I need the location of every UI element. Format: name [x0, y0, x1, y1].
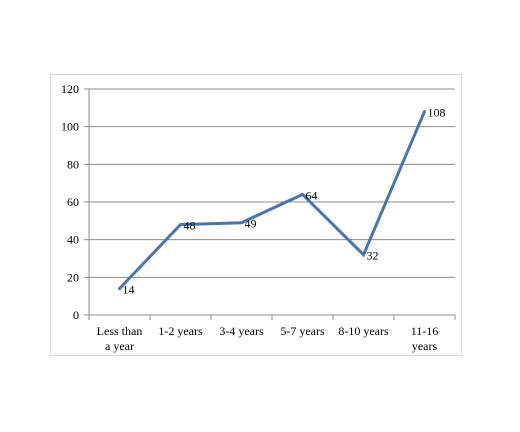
y-tick-label-120: 120	[61, 82, 79, 96]
x-tick-label-2: 3-4 years	[219, 324, 264, 338]
y-tick-label-0: 0	[73, 308, 79, 322]
y-tick-label-100: 100	[61, 120, 79, 134]
x-axis-tick-labels: Less than a year 1-2 years 3-4 years 5-7 yea…	[97, 324, 439, 353]
data-point-3	[301, 192, 304, 196]
data-label-0: 14	[123, 283, 135, 297]
data-label-1: 48	[184, 219, 196, 233]
data-label-5: 108	[428, 106, 446, 120]
series-line-0	[118, 111, 426, 290]
y-axis-tick-labels: 0 20 40 60 80 100 120	[61, 82, 79, 322]
y-tick-label-40: 40	[67, 233, 79, 247]
data-label-2: 49	[245, 217, 257, 231]
y-tick-label-60: 60	[67, 195, 79, 209]
data-point-1	[179, 223, 182, 227]
data-point-0	[118, 287, 121, 291]
gridlines	[89, 88, 455, 278]
x-tick-label-4: 8-10 years	[338, 324, 389, 338]
x-tick-label-1: 1-2 years	[158, 324, 203, 338]
data-point-4	[362, 253, 365, 257]
data-point-2	[240, 221, 243, 225]
series-group	[118, 110, 426, 291]
x-tick-label-5: 11-16 years	[411, 324, 439, 353]
data-label-4: 32	[367, 249, 379, 263]
x-tick-label-3: 5-7 years	[280, 324, 325, 338]
data-point-5	[423, 110, 426, 114]
y-tick-label-80: 80	[67, 157, 79, 171]
data-labels: 14 48 49 64 32 108	[123, 106, 446, 297]
y-tick-label-20: 20	[67, 270, 79, 284]
axes	[84, 88, 456, 320]
data-label-3: 64	[306, 188, 318, 202]
x-tick-label-0: Less than a year	[97, 324, 143, 353]
